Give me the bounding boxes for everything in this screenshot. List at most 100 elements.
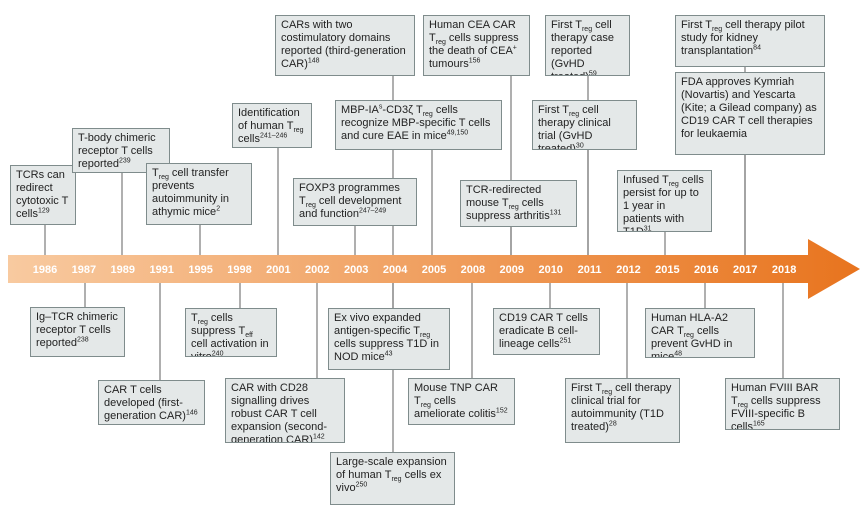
event-box: TCRs can redirect cytotoxic T cells129 [10,165,76,225]
year-label: 2018 [772,264,796,276]
year-label: 2017 [733,264,757,276]
year-label: 1986 [33,264,57,276]
event-box: Ex vivo expanded antigen-specific Treg c… [328,308,450,370]
event-text: 84 [753,44,761,52]
event-text: cells ex vivo [336,469,442,494]
year-label: 1998 [227,264,251,276]
event-text: 240 [211,350,224,357]
event-text: cell therapy case reported (GvHD treated… [551,19,614,75]
event-box: Infused Treg cells persist for up to 1 y… [617,170,712,232]
event-box: First Treg cell therapy case reported (G… [545,15,630,76]
event-text: Ig–TCR chimeric receptor T cells reporte… [36,311,118,349]
year-label: 2011 [578,264,602,276]
event-text: reg [420,402,431,410]
event-text: s [378,103,383,111]
year-label: 2004 [383,264,408,276]
year-label: 2010 [538,264,562,276]
event-text: 251 [559,337,572,345]
event-text: Human CEA CAR T [429,19,516,44]
event-text: CAR with CD28 signalling drives robust C… [231,382,328,443]
event-box: Treg cell transfer prevents autoimmunity… [146,163,252,225]
event-text: cell activation in vitro [191,338,269,357]
event-text: cell therapy clinical trial for autoimmu… [571,382,672,433]
event-box: CAR with CD28 signalling drives robust C… [225,378,345,443]
event-text: T [152,167,159,179]
year-label: 2012 [616,264,640,276]
event-text: 152 [495,407,508,415]
event-text: reg [391,476,402,484]
event-text: cells recognize MBP-specific T cells and… [341,104,491,142]
event-box: Identification of human Treg cells241–24… [232,103,312,148]
event-box: Large-scale expansion of human Treg cell… [330,452,455,505]
event-text: reg [737,402,748,410]
event-box: Human CEA CAR Treg cells suppress the de… [423,15,530,76]
event-text: reg [305,202,316,210]
event-text: 238 [76,336,89,344]
event-box: CARs with two costimulatory domains repo… [275,15,415,76]
connectors [44,67,784,452]
event-text: reg [668,181,679,189]
event-text: 59 [588,70,597,76]
event-text: cells suppress the death of CEA [429,32,519,57]
event-text: 131 [549,209,562,217]
event-text: cells suppress T1D in NOD mice [334,338,439,363]
event-text: MBP-IA [341,104,379,116]
event-text: Human FVIII BAR T [731,382,819,407]
event-text: 31 [643,225,652,232]
event-text: cells [238,133,261,145]
year-label: 2008 [461,264,485,276]
event-text: reg [508,204,519,212]
event-text: cells suppress arthritis [466,197,550,222]
event-box: TCR-redirected mouse Treg cells suppress… [460,180,577,227]
event-text: First T [538,104,569,116]
event-text: 247–249 [358,207,387,215]
event-box: First Treg cell therapy pilot study for … [675,15,825,67]
event-text: cells persist for up to 1 year in patien… [623,174,704,232]
event-text: 146 [185,409,198,417]
event-text: reg [568,111,580,119]
event-text: 165 [753,420,765,428]
event-text: 142 [312,433,325,441]
event-text: reg [683,332,694,340]
event-text: eff [245,332,253,340]
event-text: 49,150 [446,129,469,137]
event-box: FDA approves Kymriah (Novartis) and Yesc… [675,72,825,155]
year-label: 1995 [188,264,212,276]
event-box: MBP-IAs-CD3ζ Treg cells recognize MBP-sp… [335,100,502,150]
event-text: cell therapy pilot study for kidney tran… [681,19,805,57]
event-text: reg [422,111,433,119]
event-text: First T [551,19,582,31]
event-text: reg [435,39,446,47]
event-text: tumours [429,58,469,70]
event-text: First T [681,19,712,31]
timeline-arrow [8,239,860,299]
event-text: 239 [118,157,131,165]
year-label: 2005 [422,264,446,276]
event-text: TCR-redirected mouse T [466,184,542,209]
event-text: Identification of human T [238,107,300,132]
event-text: 148 [307,57,320,65]
event-text: reg [420,332,431,340]
event-text: CARs with two costimulatory domains repo… [281,19,406,70]
event-text: 48 [674,350,683,358]
event-text: -CD3ζ T [382,104,423,116]
event-text: reg [581,26,593,34]
event-box: Treg cells suppress Teff cell activation… [185,308,277,357]
event-text: Human HLA-A2 CAR T [651,312,729,337]
event-text: 250 [355,481,368,489]
year-label: 1989 [111,264,135,276]
event-box: Ig–TCR chimeric receptor T cells reporte… [30,307,125,357]
event-text: First T [571,382,602,394]
event-text: T-body chimeric receptor T cells reporte… [78,132,156,170]
event-box: Mouse TNP CAR Treg cells ameliorate coli… [408,378,515,425]
event-text: TCRs can redirect cytotoxic T cells [16,169,69,220]
event-box: First Treg cell therapy clinical trial (… [532,100,637,150]
event-text: Large-scale expansion of human T [336,456,447,481]
event-box: FOXP3 programmes Treg cell development a… [293,178,417,226]
event-text: Infused T [623,174,669,186]
year-label: 2002 [305,264,329,276]
event-text: 241–246 [260,132,288,140]
year-label: 2001 [266,264,290,276]
